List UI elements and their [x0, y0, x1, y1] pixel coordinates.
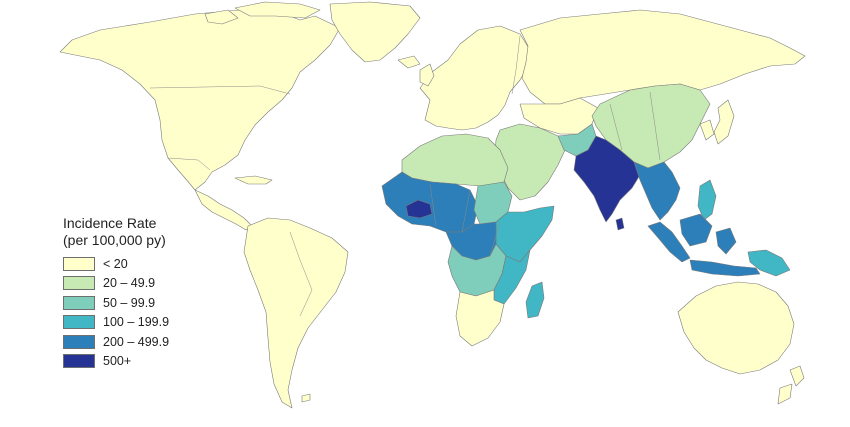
- region-mainland-southeast-asia: [633, 161, 681, 221]
- legend-label: 20 – 49.9: [103, 276, 156, 291]
- legend-title-line-2: (per 100,000 py): [63, 232, 166, 248]
- region-china: [591, 83, 711, 169]
- region-japan: [713, 99, 735, 145]
- region-russia: [519, 9, 806, 105]
- legend-item: 20 – 49.9: [63, 274, 213, 294]
- legend-items: < 20 20 – 49.9 50 – 99.9 100 – 199.9 200…: [63, 254, 213, 371]
- region-falklands: [301, 393, 311, 403]
- region-philippines: [697, 179, 717, 221]
- region-sulawesi-java: [689, 259, 761, 277]
- legend-swatch: [63, 315, 95, 330]
- border-us-mexico: [167, 157, 211, 171]
- legend-title-line-1: Incidence Rate: [63, 215, 157, 231]
- region-korea: [699, 119, 715, 141]
- region-sulawesi: [715, 227, 737, 255]
- region-north-africa: [401, 133, 509, 187]
- region-india: [573, 135, 641, 223]
- border-brazil: [289, 231, 313, 317]
- region-australia: [677, 281, 795, 375]
- border-us-canada: [149, 85, 291, 95]
- legend-item: 100 – 199.9: [63, 313, 213, 333]
- region-borneo: [679, 213, 713, 247]
- region-europe: [419, 25, 531, 131]
- region-canadian-arctic-2: [204, 9, 239, 25]
- legend-title: Incidence Rate (per 100,000 py): [63, 215, 213, 249]
- region-greenland: [329, 1, 421, 63]
- border-africa-interior: [429, 183, 501, 257]
- region-sri-lanka: [615, 217, 625, 231]
- region-southern-africa: [455, 289, 505, 347]
- legend-item: 50 – 99.9: [63, 293, 213, 313]
- region-caribbean: [234, 175, 273, 185]
- region-british-isles: [419, 63, 435, 87]
- region-canadian-arctic: [234, 1, 321, 19]
- legend-item: 500+: [63, 352, 213, 372]
- border-asia-interior: [609, 91, 661, 161]
- region-burkina-faso: [405, 199, 433, 219]
- legend-label: 50 – 99.9: [103, 295, 156, 310]
- legend-label: 500+: [103, 354, 132, 369]
- region-indonesia-west: [647, 221, 691, 263]
- region-new-guinea: [747, 249, 791, 277]
- legend-label: < 20: [103, 256, 128, 271]
- legend-swatch: [63, 276, 95, 291]
- legend-swatch: [63, 256, 95, 271]
- region-new-zealand-south: [777, 383, 793, 405]
- legend-swatch: [63, 354, 95, 369]
- region-south-america: [243, 217, 349, 409]
- region-east-africa: [495, 205, 555, 263]
- legend-item: < 20: [63, 254, 213, 274]
- legend-label: 100 – 199.9: [103, 315, 170, 330]
- region-mozambique: [493, 249, 531, 305]
- region-north-america: [59, 9, 341, 191]
- legend-swatch: [63, 295, 95, 310]
- legend-label: 200 – 499.9: [103, 334, 170, 349]
- region-new-zealand: [789, 365, 805, 387]
- border-russia-europe: [511, 35, 521, 95]
- region-madagascar: [525, 281, 545, 319]
- legend-swatch: [63, 334, 95, 349]
- legend: Incidence Rate (per 100,000 py) < 20 20 …: [63, 215, 213, 371]
- region-iceland: [397, 55, 421, 69]
- legend-item: 200 – 499.9: [63, 332, 213, 352]
